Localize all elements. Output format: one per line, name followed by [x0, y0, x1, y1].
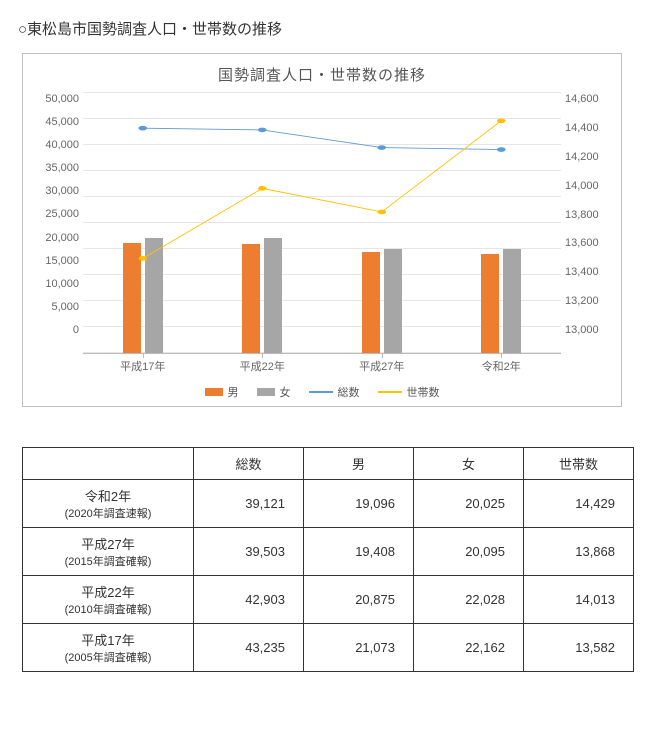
legend-households: 世帯数 [378, 384, 440, 400]
table-row: 平成17年(2005年調査確報)43,23521,07322,16213,582 [23, 624, 634, 672]
row-label: 平成22年(2010年調査確報) [23, 576, 194, 624]
legend-female-label: 女 [280, 384, 291, 400]
table-header: 女 [413, 448, 523, 480]
bar-男 [242, 244, 260, 353]
legend-male-label: 男 [228, 384, 239, 400]
table-cell: 14,429 [523, 480, 633, 528]
y-left-tick: 10,000 [37, 278, 79, 290]
y-axis-right: 14,600 14,400 14,200 14,000 13,800 13,600 13,4… [561, 93, 607, 354]
chart-title: 国勢調査人口・世帯数の推移 [37, 64, 607, 85]
row-label: 平成27年(2015年調査確報) [23, 528, 194, 576]
y-left-tick: 20,000 [37, 232, 79, 244]
bar-女 [503, 249, 521, 353]
row-label: 平成17年(2005年調査確報) [23, 624, 194, 672]
y-right-tick: 14,000 [565, 180, 607, 192]
table-header: 世帯数 [523, 448, 633, 480]
x-label: 平成27年 [322, 358, 442, 374]
legend-total: 総数 [309, 384, 360, 400]
table-cell: 13,868 [523, 528, 633, 576]
y-left-tick: 25,000 [37, 208, 79, 220]
bar-男 [362, 252, 380, 353]
y-right-tick: 13,200 [565, 295, 607, 307]
table-cell: 39,503 [194, 528, 304, 576]
row-label: 令和2年(2020年調査速報) [23, 480, 194, 528]
y-left-tick: 50,000 [37, 93, 79, 105]
x-axis-labels: 平成17年平成22年平成27年令和2年 [37, 358, 607, 374]
y-right-tick: 13,000 [565, 324, 607, 336]
category-group [203, 93, 323, 353]
table-header: 総数 [194, 448, 304, 480]
table-cell: 19,096 [303, 480, 413, 528]
bar-女 [145, 238, 163, 353]
y-right-tick: 13,800 [565, 209, 607, 221]
legend-total-label: 総数 [338, 384, 360, 400]
category-group [322, 93, 442, 353]
legend-male: 男 [205, 384, 239, 400]
y-right-tick: 14,200 [565, 151, 607, 163]
table-cell: 13,582 [523, 624, 633, 672]
category-group [442, 93, 562, 353]
table-row: 平成27年(2015年調査確報)39,50319,40820,09513,868 [23, 528, 634, 576]
plot-wrap: 50,000 45,000 40,000 35,000 30,000 25,000 20,0… [37, 93, 607, 354]
y-left-tick: 15,000 [37, 255, 79, 267]
table-cell: 42,903 [194, 576, 304, 624]
y-left-tick: 5,000 [37, 301, 79, 313]
table-cell: 22,162 [413, 624, 523, 672]
table-cell: 22,028 [413, 576, 523, 624]
y-left-tick: 40,000 [37, 139, 79, 151]
table-cell: 14,013 [523, 576, 633, 624]
y-left-tick: 35,000 [37, 162, 79, 174]
y-right-tick: 14,600 [565, 93, 607, 105]
bar-男 [123, 243, 141, 353]
legend-households-label: 世帯数 [407, 384, 440, 400]
chart-container: 国勢調査人口・世帯数の推移 50,000 45,000 40,000 35,000 30… [22, 53, 622, 407]
table-cell: 21,073 [303, 624, 413, 672]
table-row: 平成22年(2010年調査確報)42,90320,87522,02814,013 [23, 576, 634, 624]
bar-男 [481, 254, 499, 353]
bar-女 [384, 249, 402, 353]
y-right-tick: 13,600 [565, 237, 607, 249]
plot-area [83, 93, 561, 354]
legend-female: 女 [257, 384, 291, 400]
page-title: ○東松島市国勢調査人口・世帯数の推移 [18, 18, 637, 39]
category-group [83, 93, 203, 353]
y-axis-left: 50,000 45,000 40,000 35,000 30,000 25,000 20,0… [37, 93, 83, 354]
bar-女 [264, 238, 282, 353]
table-cell: 20,025 [413, 480, 523, 528]
table-header: 男 [303, 448, 413, 480]
y-left-tick: 45,000 [37, 116, 79, 128]
table-cell: 43,235 [194, 624, 304, 672]
y-left-tick: 30,000 [37, 185, 79, 197]
data-table: 総数男女世帯数 令和2年(2020年調査速報)39,12119,09620,02… [22, 447, 634, 672]
legend: 男 女 総数 世帯数 [37, 384, 607, 400]
x-label: 平成22年 [203, 358, 323, 374]
x-label: 令和2年 [442, 358, 562, 374]
table-cell: 19,408 [303, 528, 413, 576]
y-left-tick: 0 [37, 324, 79, 336]
table-cell: 20,095 [413, 528, 523, 576]
table-cell: 39,121 [194, 480, 304, 528]
table-header [23, 448, 194, 480]
y-right-tick: 13,400 [565, 266, 607, 278]
table-cell: 20,875 [303, 576, 413, 624]
table-row: 令和2年(2020年調査速報)39,12119,09620,02514,429 [23, 480, 634, 528]
x-label: 平成17年 [83, 358, 203, 374]
y-right-tick: 14,400 [565, 122, 607, 134]
